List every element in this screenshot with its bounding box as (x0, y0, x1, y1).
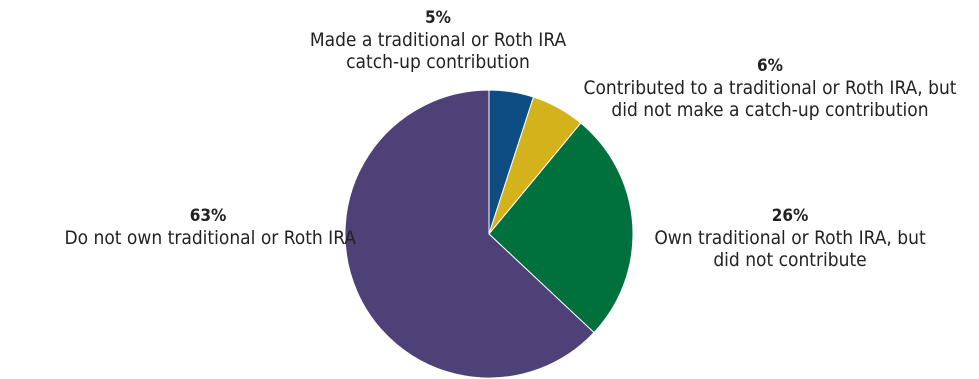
slice-label-own-not-contribute: 26% Own traditional or Roth IRA, but did… (640, 205, 940, 271)
slice-label-do-not-own: 63% Do not own traditional or Roth IRA (0, 205, 356, 249)
pie-slices (344, 89, 634, 379)
slice-label-contributed-no-catch-up: 6% Contributed to a traditional or Roth … (560, 55, 979, 121)
slice-text-contributed-line2: did not make a catch-up contribution (611, 99, 929, 121)
slice-percent-contributed-no-catch-up: 6% (757, 56, 783, 76)
slice-percent-do-not-own: 63% (189, 206, 227, 226)
slice-text-do-not-own: Do not own traditional or Roth IRA (64, 227, 356, 249)
pie-slice-do-not-own (344, 89, 595, 379)
slice-label-catch-up: 5% Made a traditional or Roth IRA catch-… (288, 7, 588, 73)
slice-text-own-line2: did not contribute (713, 249, 867, 271)
slice-percent-own-not-contribute: 26% (771, 206, 809, 226)
slice-text-catch-up-line2: catch-up contribution (346, 51, 530, 73)
slice-percent-catch-up: 5% (425, 8, 451, 28)
slice-text-catch-up-line1: Made a traditional or Roth IRA (309, 29, 567, 51)
slice-text-contributed-line1: Contributed to a traditional or Roth IRA… (583, 77, 957, 99)
pie-slice-own-not-contribute (488, 122, 634, 334)
slice-text-own-line1: Own traditional or Roth IRA, but (654, 227, 926, 249)
